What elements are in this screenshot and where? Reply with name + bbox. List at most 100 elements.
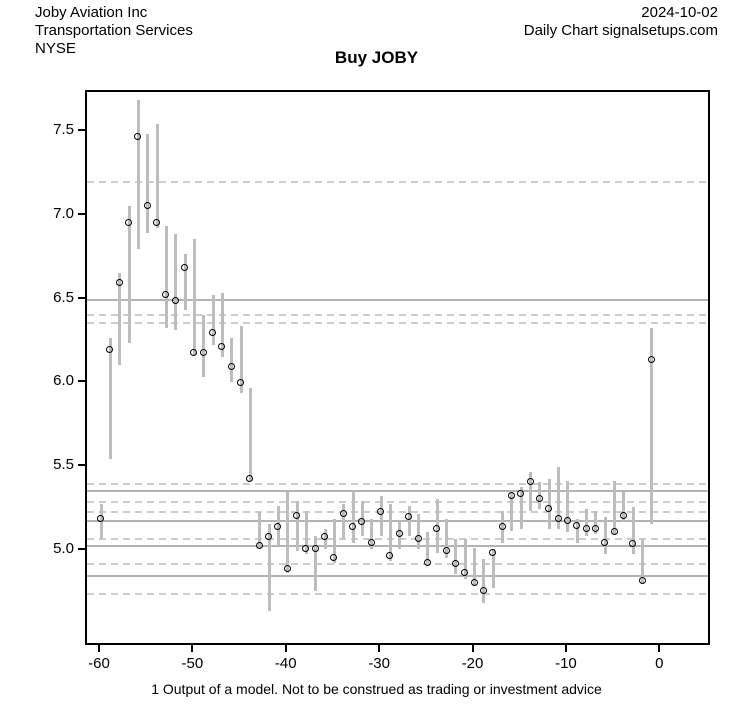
x-axis-label: -50 xyxy=(181,655,204,672)
price-bar xyxy=(426,532,430,563)
price-bar xyxy=(482,559,486,603)
close-marker xyxy=(171,297,179,305)
close-marker xyxy=(507,491,515,499)
close-marker xyxy=(302,545,310,553)
close-marker xyxy=(153,218,161,226)
y-axis-label: 6.0 xyxy=(53,372,74,390)
price-bar xyxy=(146,133,150,233)
price-bar xyxy=(575,519,579,543)
price-bar xyxy=(304,510,308,555)
price-bar xyxy=(192,239,196,355)
price-bar xyxy=(127,205,131,344)
close-marker xyxy=(330,553,338,561)
y-axis-tick xyxy=(78,380,85,383)
close-marker xyxy=(218,342,226,350)
close-marker xyxy=(479,587,487,595)
price-bar xyxy=(183,254,187,310)
reference-line-dashed xyxy=(87,538,708,541)
y-axis-label: 7.0 xyxy=(53,204,74,222)
price-bar xyxy=(445,519,449,558)
chart-date: 2024-10-02 xyxy=(641,4,718,21)
y-axis-label: 6.5 xyxy=(53,288,74,306)
x-axis-label: 0 xyxy=(655,655,664,672)
reference-line-solid xyxy=(87,489,708,492)
close-marker xyxy=(545,505,553,513)
price-bar xyxy=(622,492,626,523)
close-marker xyxy=(451,560,459,568)
close-marker xyxy=(470,578,478,586)
close-marker xyxy=(647,355,655,363)
x-axis-tick xyxy=(191,645,194,652)
price-bar xyxy=(594,510,598,535)
price-bar xyxy=(473,547,477,587)
x-axis-tick xyxy=(98,645,100,652)
close-marker xyxy=(293,511,301,519)
close-marker xyxy=(610,528,618,536)
close-marker xyxy=(619,511,627,519)
y-axis-tick xyxy=(78,129,85,132)
close-marker xyxy=(629,540,637,548)
price-bar xyxy=(641,539,645,585)
y-axis-tick xyxy=(78,464,85,467)
price-bar xyxy=(174,234,178,330)
close-marker xyxy=(134,133,142,141)
close-marker xyxy=(498,523,506,531)
close-marker xyxy=(489,548,497,556)
x-axis-label: -40 xyxy=(274,655,297,672)
close-marker xyxy=(433,525,441,533)
price-bar xyxy=(342,503,346,540)
x-axis-tick xyxy=(284,645,287,652)
close-marker xyxy=(274,523,282,531)
price-bar xyxy=(239,326,243,394)
reference-line-dashed xyxy=(87,511,708,514)
price-bar xyxy=(108,338,112,459)
close-marker xyxy=(526,478,534,486)
reference-line-solid xyxy=(87,575,708,577)
close-marker xyxy=(181,263,189,271)
close-marker xyxy=(311,545,319,553)
price-bar xyxy=(258,512,262,548)
price-bar xyxy=(164,225,168,329)
price-bar xyxy=(211,294,215,345)
close-marker xyxy=(237,379,245,387)
price-bar xyxy=(454,539,458,575)
close-marker xyxy=(554,515,562,523)
close-marker xyxy=(517,489,525,497)
y-axis-tick xyxy=(78,212,85,215)
close-marker xyxy=(227,362,235,370)
company-name: Joby Aviation Inc xyxy=(35,4,148,21)
close-marker xyxy=(209,329,217,337)
close-marker xyxy=(283,565,291,573)
close-marker xyxy=(190,349,198,357)
x-axis-label: -20 xyxy=(461,655,484,672)
close-marker xyxy=(199,349,207,357)
close-marker xyxy=(115,278,123,286)
price-bar xyxy=(370,519,374,550)
x-axis-tick xyxy=(378,645,381,652)
price-bar xyxy=(118,272,122,365)
x-axis-tick xyxy=(471,645,474,652)
price-bar xyxy=(557,467,561,530)
close-marker xyxy=(573,521,581,529)
reference-line-dashed xyxy=(87,482,708,485)
header-left: Joby Aviation Inc Transportation Service… xyxy=(35,4,193,58)
close-marker xyxy=(265,533,273,541)
close-marker xyxy=(358,518,366,526)
price-bar xyxy=(603,517,607,555)
y-axis-label: 7.5 xyxy=(53,121,74,139)
x-axis-tick xyxy=(658,645,661,652)
close-marker xyxy=(97,515,104,523)
price-bar xyxy=(314,535,318,592)
close-marker xyxy=(423,558,431,566)
close-marker xyxy=(563,516,571,524)
reference-line-solid xyxy=(87,298,708,301)
y-axis-label: 5.5 xyxy=(53,456,74,474)
x-axis-tick xyxy=(564,645,567,652)
chart-title: Buy JOBY xyxy=(334,48,419,67)
close-marker xyxy=(367,538,375,546)
price-bar xyxy=(463,539,467,580)
price-bar xyxy=(286,492,290,573)
price-bar xyxy=(631,507,635,555)
price-bar xyxy=(332,519,336,563)
price-bar xyxy=(230,338,234,382)
